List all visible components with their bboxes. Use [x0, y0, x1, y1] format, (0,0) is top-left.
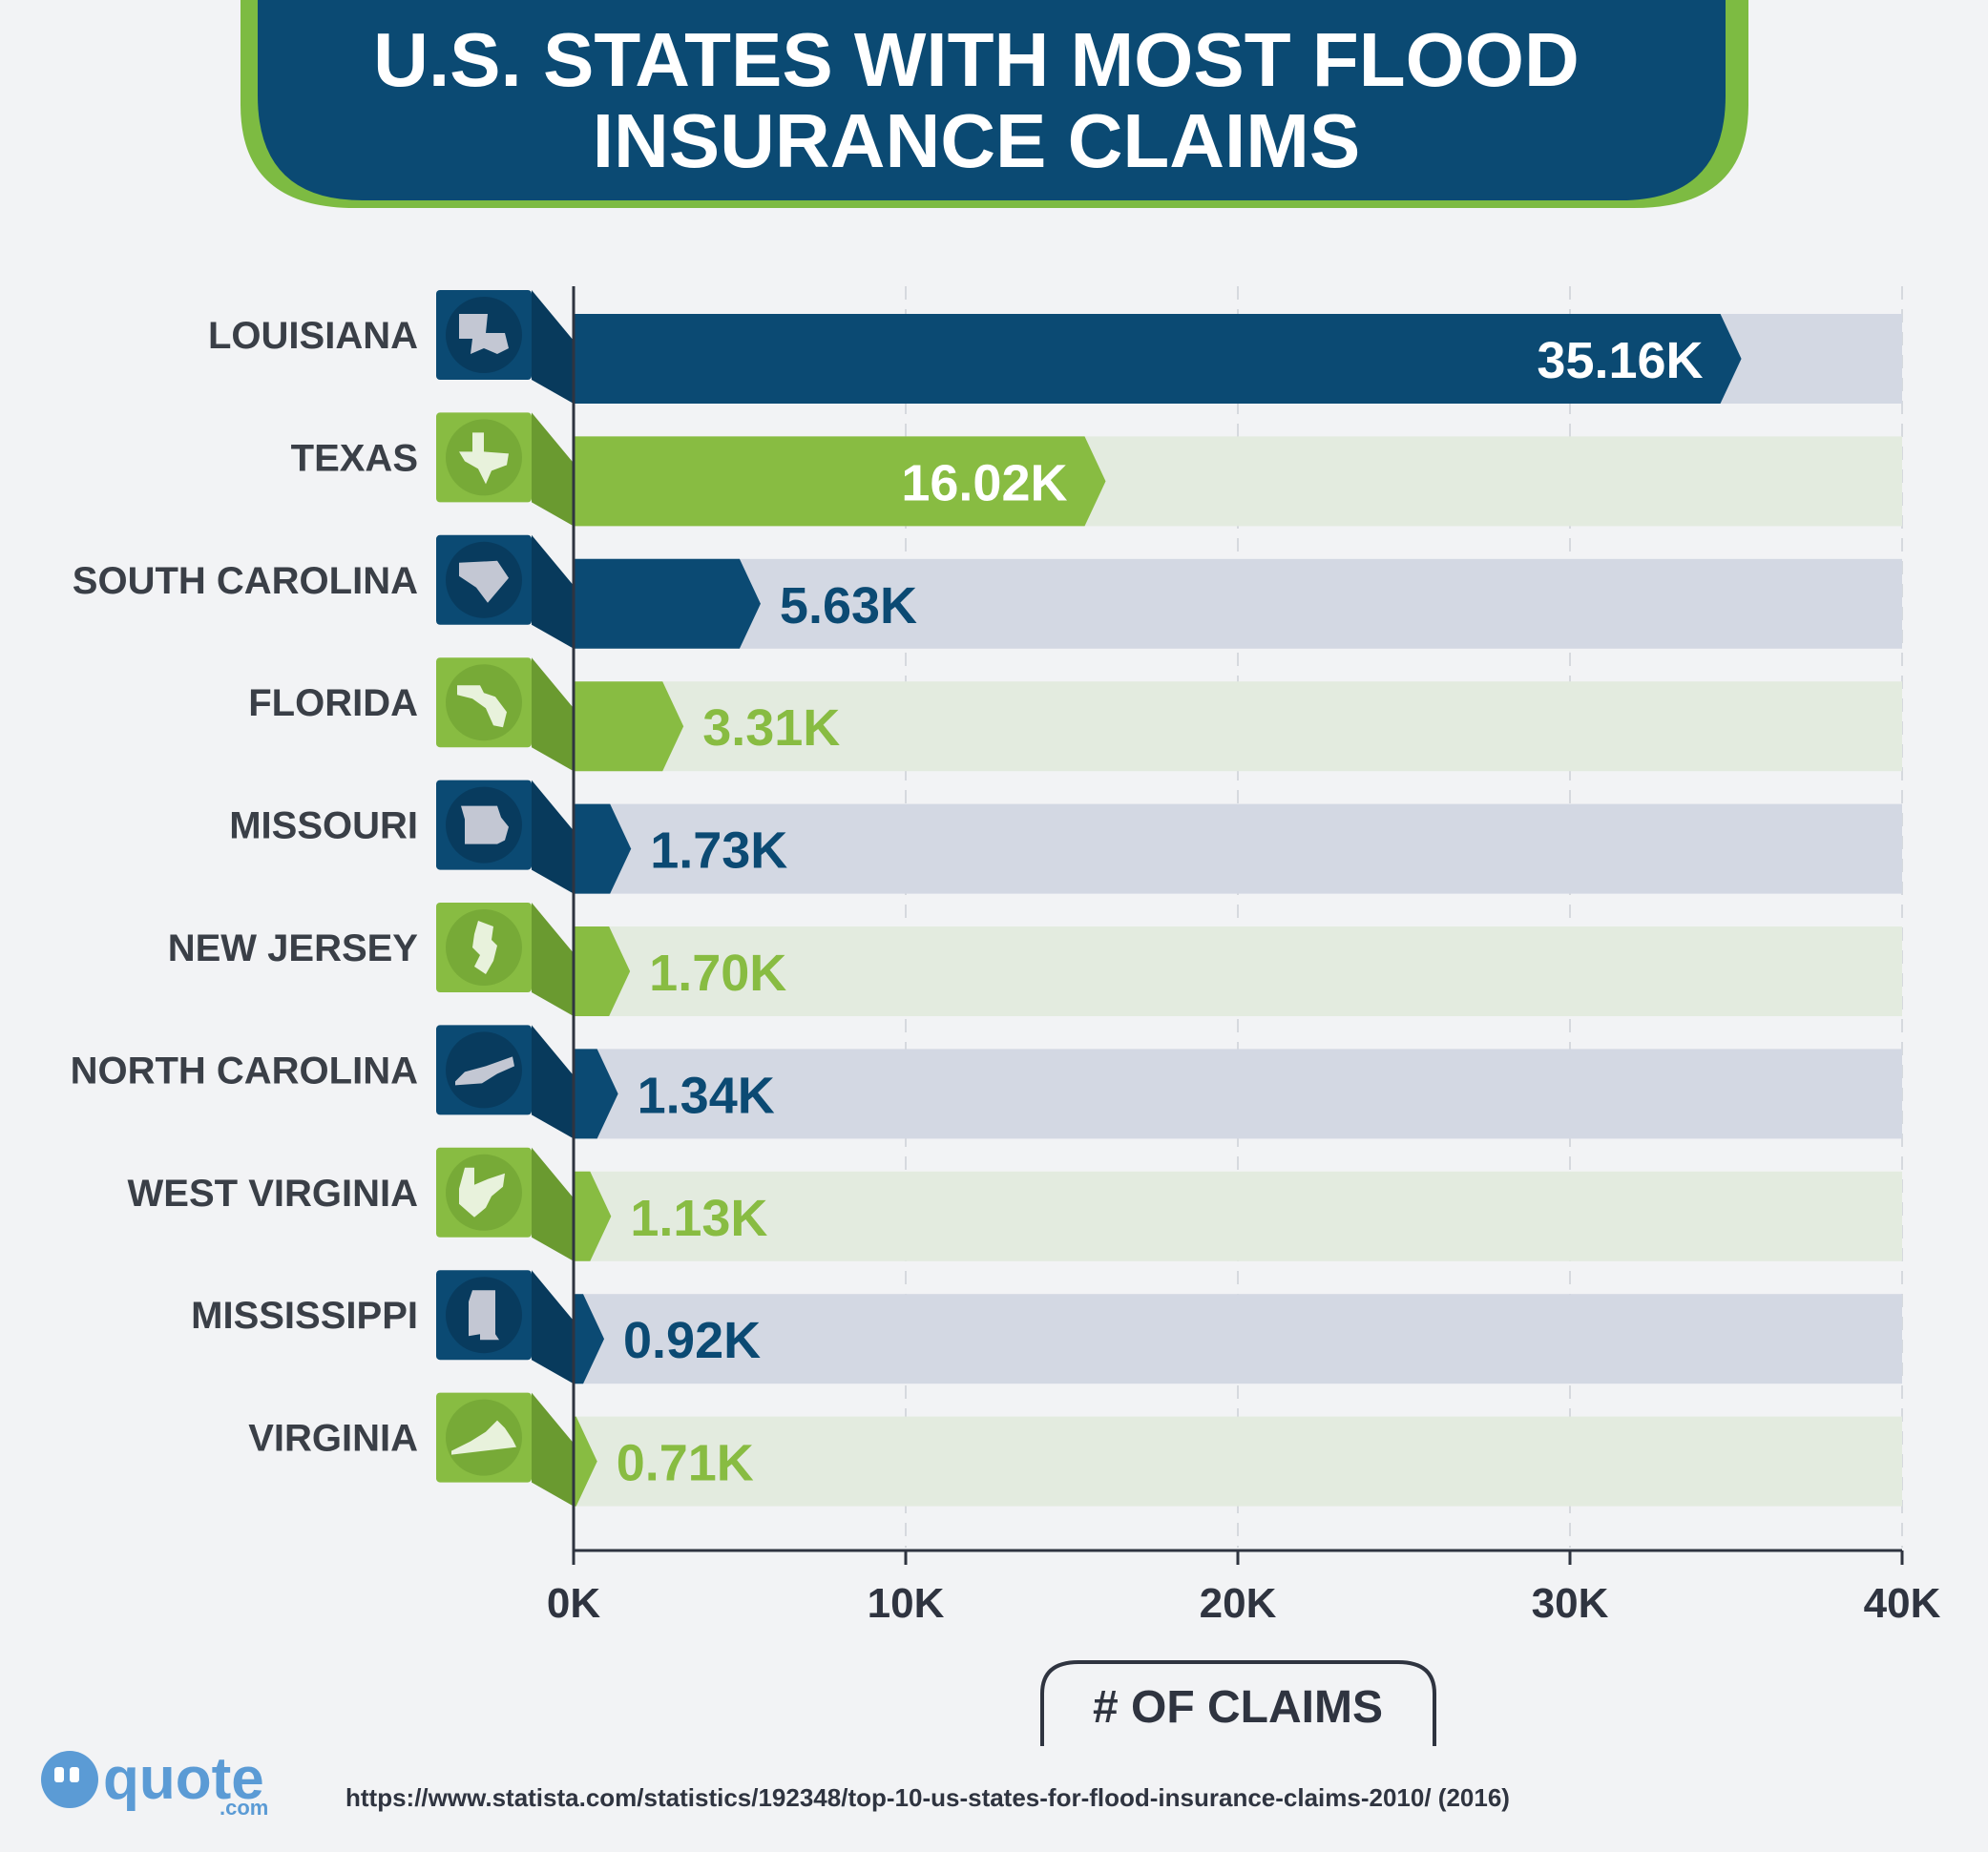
- ribbon-fold: [532, 290, 574, 404]
- value-label: 1.34K: [638, 1067, 775, 1124]
- virginia-state-icon: [451, 1420, 516, 1455]
- bar-row: MISSOURI 1.73K: [229, 780, 1902, 894]
- bar: [574, 1416, 597, 1507]
- value-label: 35.16K: [1537, 332, 1703, 389]
- state-label: NORTH CAROLINA: [71, 1050, 418, 1092]
- value-label: 3.31K: [702, 699, 840, 757]
- title-banner: [241, 0, 1748, 208]
- missouri-state-icon: [461, 805, 509, 844]
- value-label: 1.70K: [649, 945, 786, 1002]
- value-label: 0.92K: [623, 1312, 761, 1369]
- texas-state-icon: [459, 432, 509, 485]
- value-label: 0.71K: [617, 1435, 754, 1492]
- x-tick-label: 20K: [1200, 1580, 1277, 1627]
- source-citation: https://www.statista.com/statistics/1923…: [345, 1783, 1510, 1812]
- bar: [574, 1049, 618, 1139]
- x-tick-label: 0K: [547, 1580, 600, 1627]
- ribbon-fold: [532, 1392, 574, 1507]
- state-label: SOUTH CAROLINA: [73, 560, 418, 602]
- bar-track: [574, 803, 1902, 894]
- bar: [574, 1171, 612, 1261]
- bar-track: [574, 1416, 1902, 1507]
- bar-row: FLORIDA 3.31K: [248, 657, 1902, 772]
- bar-track: [574, 681, 1902, 772]
- x-tick-label: 10K: [868, 1580, 945, 1627]
- bar-row: LOUISIANA 35.16K: [208, 290, 1902, 404]
- ribbon-fold: [532, 1270, 574, 1384]
- x-tick-label: 40K: [1864, 1580, 1941, 1627]
- bar: [574, 681, 684, 772]
- bar-row: WEST VIRGINIA 1.13K: [128, 1147, 1902, 1261]
- value-label: 5.63K: [780, 577, 917, 635]
- ribbon-fold: [532, 903, 574, 1016]
- bar-row: SOUTH CAROLINA 5.63K: [73, 534, 1902, 649]
- bar: [574, 314, 1742, 404]
- state-label: MISSOURI: [229, 805, 418, 847]
- bar-track: [574, 1294, 1902, 1384]
- value-label: 1.13K: [630, 1190, 767, 1247]
- ribbon-fold: [532, 412, 574, 527]
- x-axis-label: # OF CLAIMS: [1093, 1682, 1383, 1733]
- ribbon-fold: [532, 1147, 574, 1261]
- state-label: MISSISSIPPI: [191, 1295, 418, 1337]
- bar-track: [574, 926, 1902, 1016]
- bar-row: NORTH CAROLINA 1.34K: [71, 1025, 1902, 1139]
- bar-row: VIRGINIA 0.71K: [248, 1392, 1902, 1507]
- x-axis: 0K 10K 20K 30K 40K: [547, 286, 1941, 1627]
- x-axis-label-box: [1040, 1660, 1436, 1746]
- state-label: VIRGINIA: [248, 1418, 418, 1460]
- bars: LOUISIANA 35.16K TEXAS 16.02K SOUTH CAROLINA…: [71, 290, 1902, 1507]
- bar-track: [574, 558, 1902, 649]
- new-jersey-state-icon: [472, 921, 497, 974]
- bar-row: TEXAS 16.02K: [291, 412, 1902, 527]
- state-label: WEST VIRGINIA: [128, 1173, 418, 1215]
- north-carolina-state-icon: [455, 1056, 514, 1086]
- state-label: FLORIDA: [248, 682, 418, 724]
- quote-logo: quote .com: [41, 1746, 268, 1820]
- value-label: 1.73K: [650, 822, 787, 880]
- ribbon-fold: [532, 657, 574, 772]
- state-label: NEW JERSEY: [168, 927, 419, 969]
- south-carolina-state-icon: [459, 560, 509, 603]
- x-tick-label: 30K: [1532, 1580, 1609, 1627]
- mississippi-state-icon: [469, 1290, 499, 1341]
- bar-track: [574, 1049, 1902, 1139]
- ribbon-fold: [532, 1025, 574, 1139]
- bar: [574, 1294, 605, 1384]
- louisiana-state-icon: [459, 314, 509, 354]
- bar: [574, 436, 1106, 527]
- chart-title-line2: INSURANCE CLAIMS: [593, 98, 1360, 183]
- value-label: 16.02K: [901, 454, 1067, 511]
- florida-state-icon: [457, 685, 507, 728]
- bar: [574, 926, 631, 1016]
- state-label: LOUISIANA: [208, 315, 418, 357]
- logo-text: quote: [103, 1746, 264, 1812]
- bar: [574, 803, 632, 894]
- chart-title-line1: U.S. STATES WITH MOST FLOOD: [373, 17, 1580, 102]
- ribbon-fold: [532, 534, 574, 649]
- bar-track: [574, 1171, 1902, 1261]
- logo-domain: .com: [220, 1796, 268, 1820]
- state-label: TEXAS: [291, 437, 418, 479]
- bar-row: MISSISSIPPI 0.92K: [191, 1270, 1902, 1384]
- ribbon-fold: [532, 780, 574, 894]
- bar-row: NEW JERSEY 1.70K: [168, 903, 1902, 1016]
- west-virginia-state-icon: [459, 1167, 505, 1217]
- bar: [574, 558, 761, 649]
